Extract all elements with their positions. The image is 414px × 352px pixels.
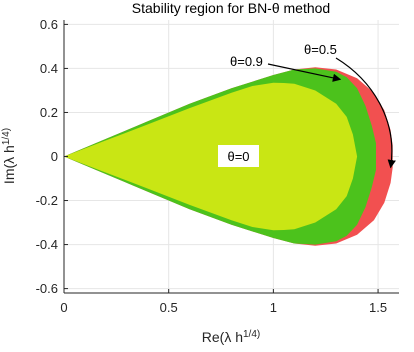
arrow-theta-0-9 bbox=[267, 63, 342, 82]
annotation-theta-0-5: θ=0.5 bbox=[304, 42, 337, 57]
x-tick-label: 0 bbox=[60, 300, 67, 315]
y-tick-label: -0.2 bbox=[36, 193, 58, 208]
tick-labels: 0 0.5 1 1.5 -0.6 -0.4 -0.2 0 0.2 0.4 0.6 bbox=[36, 17, 388, 315]
y-tick-label: 0.4 bbox=[40, 61, 58, 76]
annotations: θ=0.5 θ=0.9 θ=0 bbox=[218, 42, 396, 169]
x-tick-label: 0.5 bbox=[160, 300, 178, 315]
y-tick-label: 0 bbox=[51, 149, 58, 164]
annotation-theta-0: θ=0 bbox=[227, 149, 249, 164]
y-axis-label: Im(λ h1/4) bbox=[1, 128, 18, 184]
axes bbox=[63, 20, 399, 294]
annotation-theta-0-9: θ=0.9 bbox=[230, 54, 263, 69]
x-axis-label: Re(λ h1/4) bbox=[202, 329, 260, 346]
y-tick-label: 0.2 bbox=[40, 105, 58, 120]
theta-0-region bbox=[64, 82, 358, 231]
y-tick-label: 0.6 bbox=[40, 17, 58, 32]
chart-title: Stability region for BN-θ method bbox=[132, 0, 330, 16]
annotation-theta-0-box bbox=[218, 145, 259, 167]
x-tick-label: 1 bbox=[270, 300, 277, 315]
arrow-theta-0-5 bbox=[335, 57, 396, 169]
y-tick-label: -0.6 bbox=[36, 281, 58, 296]
y-tick-label: -0.4 bbox=[36, 237, 58, 252]
x-tick-label: 1.5 bbox=[369, 300, 387, 315]
